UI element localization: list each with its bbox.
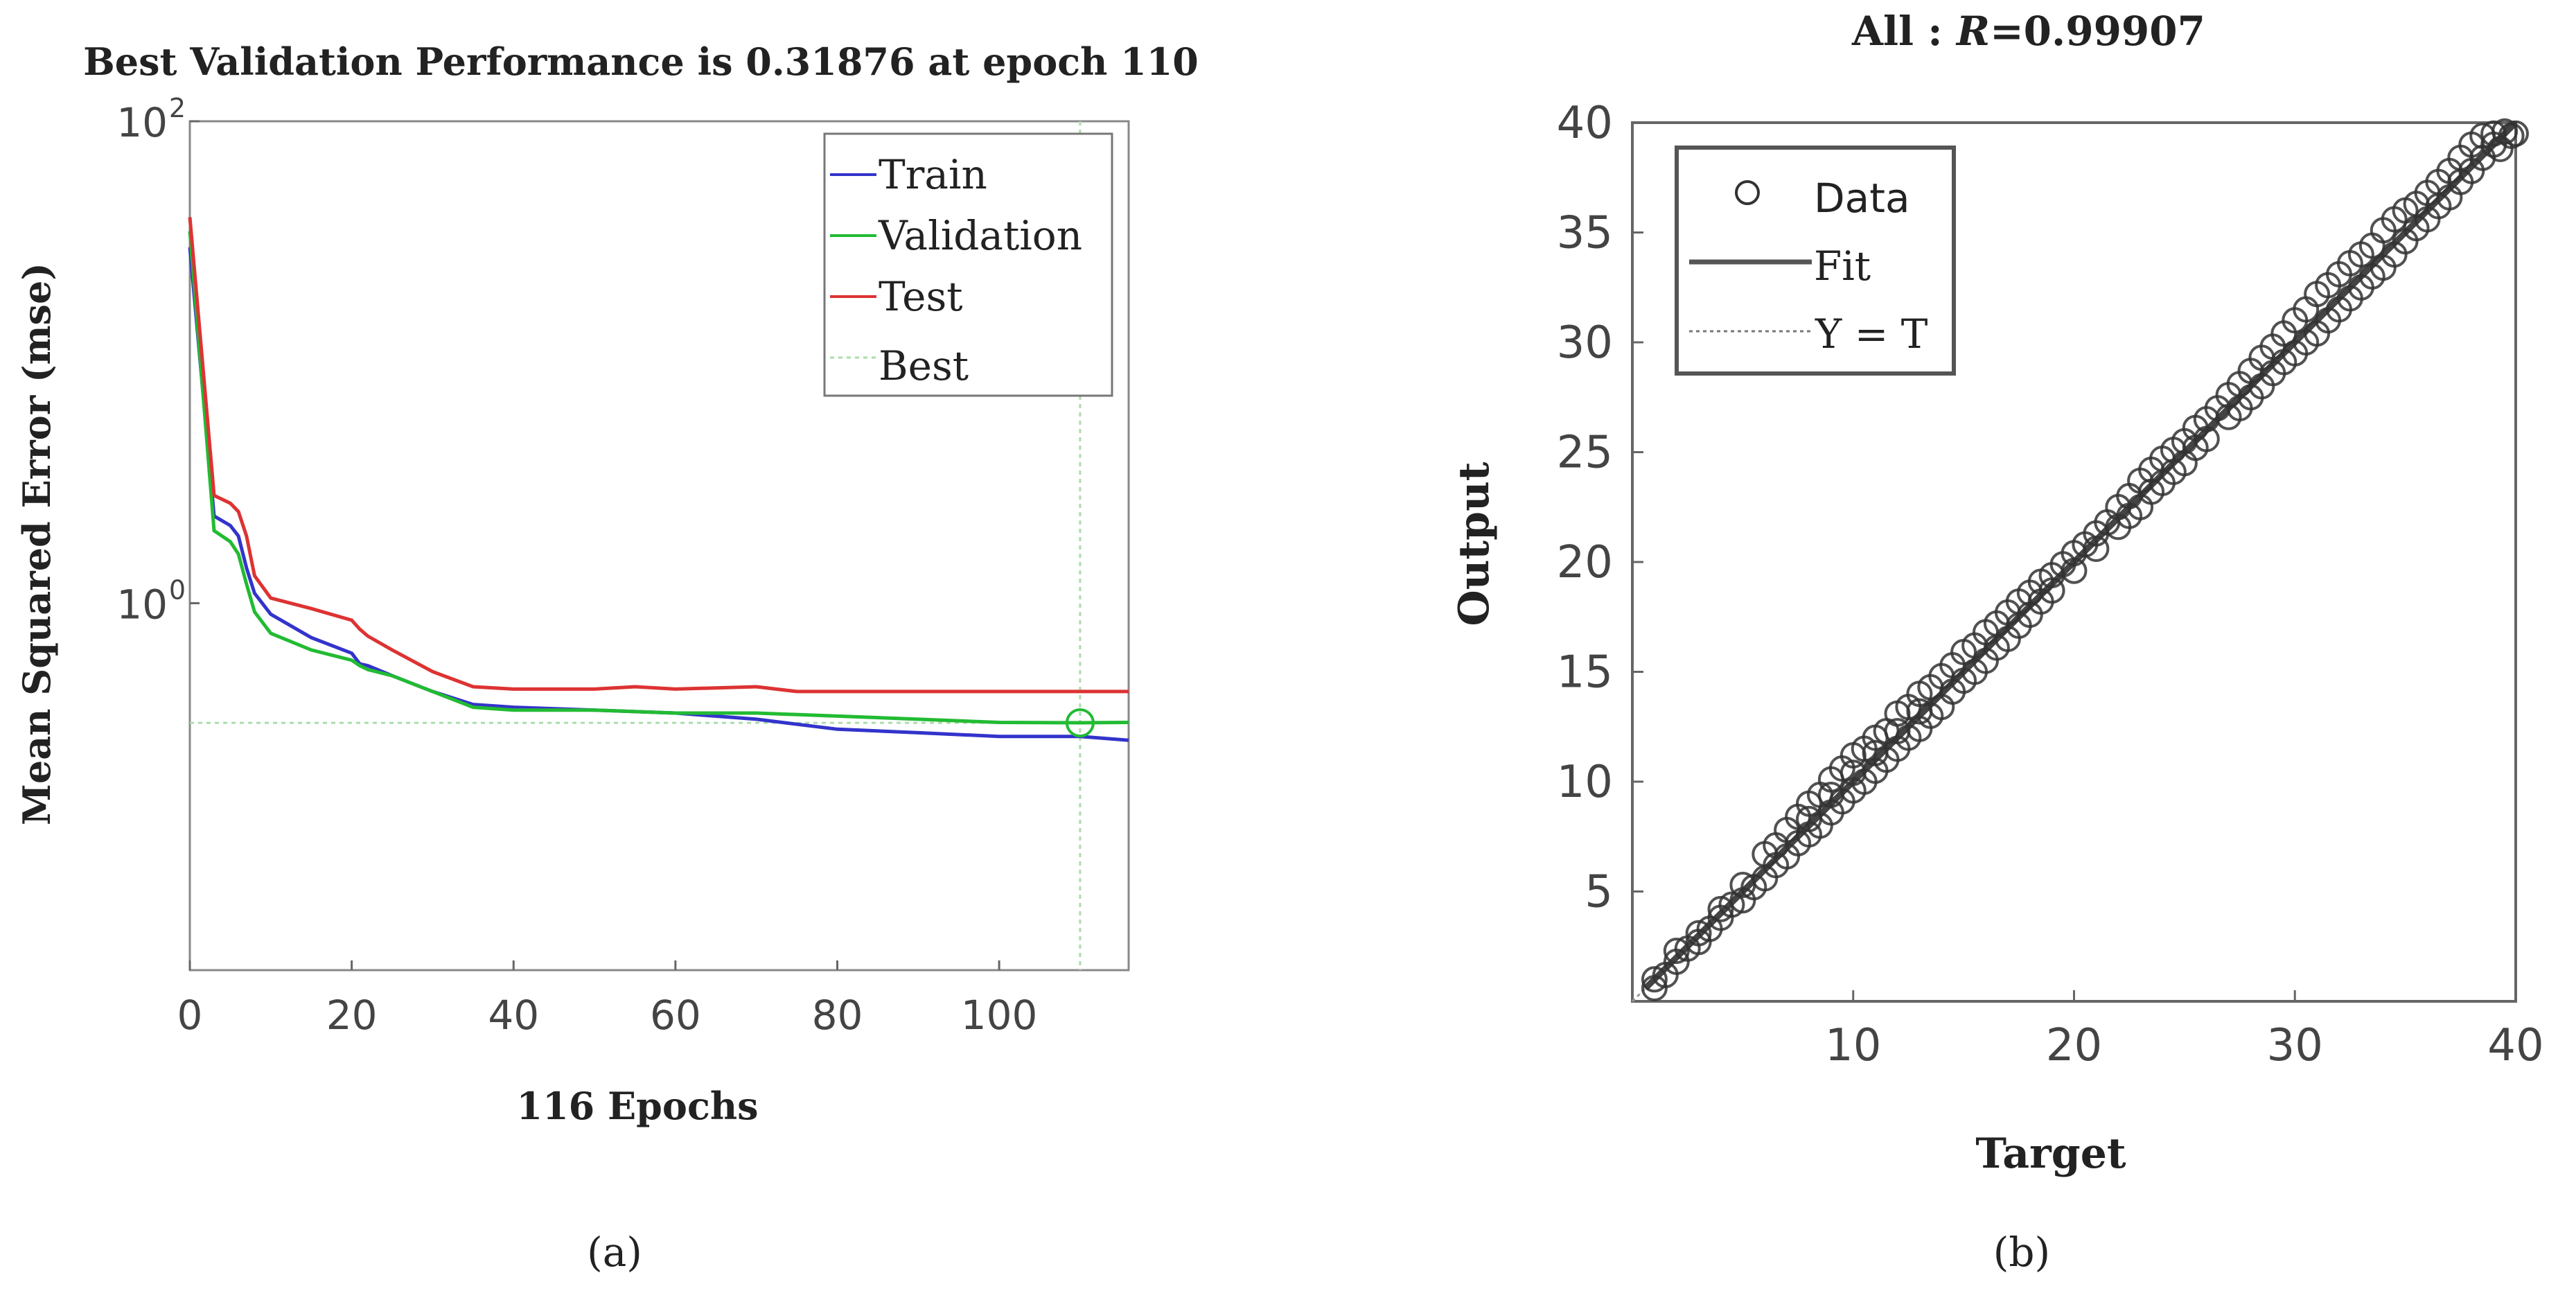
data-point [2038,577,2065,604]
y-tick-label: 25 [1557,428,1613,479]
legend-validation-label: Validation [878,212,1082,259]
y-tick-label: 20 [1557,537,1613,588]
legend-data-label: Data [1814,175,1910,222]
x-tick-label: 40 [488,992,539,1039]
y-tick-label: 30 [1557,317,1613,369]
chart-b-y-ticks: 5 10 15 20 25 30 35 40 [1557,98,1643,918]
x-tick-label: 0 [177,992,203,1039]
chart-a-x-ticks: 0 20 40 60 80 100 [177,960,1038,1039]
data-point [2083,536,2110,562]
panel-a: Best Validation Performance is 0.31876 a… [15,39,1199,1276]
legend-best-label: Best [879,342,969,389]
chart-b-title-value: =0.99907 [1990,8,2205,55]
chart-b-title-r: R [1955,8,1990,55]
x-tick-label: 20 [2046,1020,2102,1071]
chart-a-title: Best Validation Performance is 0.31876 a… [83,39,1199,84]
x-tick-label: 60 [650,992,701,1039]
chart-b-ylabel: Output [1450,462,1499,626]
y-tick-label: 10 [116,99,168,146]
x-tick-label: 40 [2487,1020,2543,1071]
data-point [2487,136,2514,162]
y-tick-label: 10 [1557,757,1613,808]
data-point [2480,120,2507,147]
chart-a-series-layer [188,217,1129,742]
legend-yt-label: Y = T [1815,310,1928,358]
legend-data-swatch [1735,180,1760,205]
data-point [2503,120,2529,147]
panel-a-label: (a) [587,1229,642,1276]
data-point [1663,938,1690,965]
chart-b-plot-area: 10 20 30 40 5 10 15 20 25 30 35 40 [1557,98,2544,1071]
chart-b-legend: Data Fit Y = T [1675,146,1956,376]
data-point [2061,557,2088,584]
y-tick-label: 35 [1557,208,1613,259]
y-tick-label: 5 [1585,867,1613,918]
best-point-marker [1065,708,1095,738]
x-tick-label: 100 [961,992,1038,1039]
chart-b-title: All : R=0.99907 [1851,8,2205,55]
data-point [1641,966,1668,993]
chart-b-points-layer [1641,118,2529,1001]
data-point [1685,920,1712,947]
legend-fit-label: Fit [1814,243,1871,290]
x-tick-label: 80 [812,992,863,1039]
x-tick-label: 30 [2267,1020,2323,1071]
series-line-validation [188,231,1129,725]
y-tick-label: 10 [116,581,168,628]
chart-b-title-prefix: All : [1851,8,1957,55]
y-tick-exponent: 2 [169,93,186,123]
chart-a-legend-box [823,132,1113,397]
panel-b: All : R=0.99907 10 20 30 40 5 10 15 20 25 30 35 40… [1450,8,2544,1276]
data-point [2491,118,2518,145]
data-point [2193,425,2220,453]
panel-b-label: (b) [1993,1229,2050,1276]
chart-a-ylabel: Mean Squared Error (mse) [15,263,59,825]
chart-b-x-ticks: 10 20 30 40 [1825,990,2544,1071]
chart-a-legend: Train Validation Test Best [823,132,1113,397]
chart-b-xlabel: Target [1975,1130,2126,1178]
x-tick-label: 20 [326,992,378,1039]
legend-test-label: Test [879,273,963,320]
y-tick-exponent: 0 [169,574,186,605]
legend-train-label: Train [879,151,987,198]
data-point [1707,895,1734,922]
series-line-test [188,217,1129,694]
data-point [1718,891,1745,918]
x-tick-label: 10 [1825,1020,1881,1071]
y-tick-label: 40 [1557,98,1613,149]
chart-a-xlabel: 116 Epochs [517,1084,759,1128]
y-tick-label: 15 [1557,647,1613,699]
